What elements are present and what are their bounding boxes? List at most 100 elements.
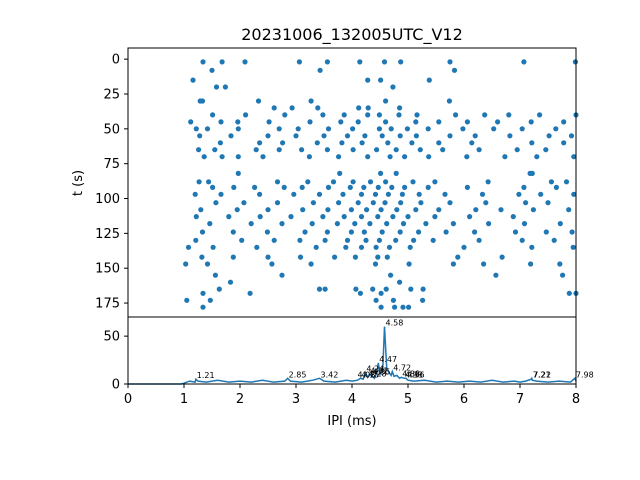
scatter-point bbox=[373, 244, 379, 250]
ipi-x-tick-label: 7 bbox=[516, 392, 524, 407]
scatter-point bbox=[358, 191, 365, 197]
ipi-peak-label: 4.47 bbox=[379, 355, 397, 364]
ipi-peak-label: 4.31 bbox=[370, 366, 388, 375]
scatter-y-tick-label: 125 bbox=[95, 227, 120, 242]
scatter-y-label: t (s) bbox=[71, 170, 86, 196]
scatter-point bbox=[406, 261, 412, 267]
ipi-peak-label: 4.96 bbox=[407, 370, 425, 379]
scatter-point bbox=[337, 170, 343, 176]
scatter-point bbox=[396, 112, 402, 118]
scatter-point bbox=[352, 254, 358, 260]
scatter-y-tick-label: 150 bbox=[95, 262, 120, 277]
scatter-point bbox=[375, 254, 381, 260]
scatter-point bbox=[325, 184, 332, 190]
scatter-y-tick-label: 25 bbox=[103, 87, 120, 102]
scatter-point bbox=[207, 221, 213, 227]
ipi-peak-labels: 1.21 2.85 3.42 4.084.154.244.284.314.35 4.47… bbox=[197, 319, 594, 381]
scatter-y-tick-label: 50 bbox=[103, 122, 120, 137]
scatter-point bbox=[217, 140, 223, 146]
scatter-point bbox=[193, 126, 199, 132]
scatter-point bbox=[402, 154, 408, 160]
scatter-point bbox=[557, 261, 563, 267]
scatter-point bbox=[252, 184, 258, 190]
scatter-point bbox=[184, 297, 190, 303]
scatter-point bbox=[543, 229, 549, 235]
scatter-point bbox=[516, 191, 522, 197]
scatter-point bbox=[199, 229, 206, 235]
scatter-point bbox=[330, 179, 337, 185]
scatter-point bbox=[384, 221, 390, 227]
scatter-point bbox=[364, 207, 370, 213]
scatter-point bbox=[338, 119, 344, 125]
scatter-y-tick-label: 175 bbox=[95, 297, 120, 312]
scatter-point bbox=[321, 133, 327, 139]
scatter-point bbox=[570, 244, 576, 250]
scatter-point bbox=[227, 279, 234, 285]
ipi-y-ticks: 0 50 bbox=[103, 330, 128, 393]
scatter-point bbox=[372, 191, 379, 197]
scatter-point bbox=[512, 229, 519, 235]
scatter-point bbox=[529, 170, 535, 176]
scatter-point bbox=[362, 133, 368, 139]
scatter-point bbox=[201, 154, 207, 160]
scatter-point bbox=[553, 184, 560, 190]
scatter-point bbox=[472, 133, 478, 139]
scatter-point bbox=[548, 179, 555, 185]
scatter-point bbox=[413, 133, 419, 139]
scatter-point bbox=[491, 126, 497, 132]
scatter-point bbox=[543, 147, 549, 153]
scatter-point bbox=[432, 214, 438, 220]
scatter-point bbox=[450, 221, 456, 227]
scatter-point bbox=[213, 84, 220, 90]
scatter-point bbox=[381, 59, 388, 65]
scatter-point bbox=[322, 286, 328, 292]
scatter-point bbox=[196, 179, 202, 185]
scatter-point bbox=[248, 221, 254, 227]
scatter-point bbox=[310, 200, 316, 206]
scatter-point bbox=[320, 214, 326, 220]
scatter-point bbox=[183, 261, 189, 267]
scatter-point bbox=[546, 133, 552, 139]
scatter-point bbox=[361, 184, 367, 190]
scatter-point bbox=[228, 133, 234, 139]
scatter-point bbox=[528, 119, 534, 125]
scatter-point bbox=[390, 297, 396, 303]
scatter-point bbox=[299, 147, 305, 153]
scatter-point bbox=[409, 140, 415, 146]
scatter-point bbox=[216, 286, 222, 292]
scatter-point bbox=[322, 237, 328, 243]
scatter-point bbox=[390, 214, 396, 220]
scatter-point bbox=[393, 237, 399, 243]
scatter-point bbox=[336, 154, 342, 160]
scatter-point bbox=[378, 304, 384, 310]
scatter-point bbox=[447, 59, 453, 65]
scatter-point bbox=[383, 98, 389, 104]
ipi-peak-label: 4.72 bbox=[393, 364, 411, 373]
scatter-point bbox=[476, 237, 482, 243]
scatter-point bbox=[482, 112, 488, 118]
ipi-peak-label: 7.98 bbox=[576, 370, 594, 379]
scatter-point bbox=[372, 261, 379, 267]
scatter-point bbox=[569, 229, 575, 235]
scatter-point bbox=[375, 214, 381, 220]
scatter-point bbox=[264, 229, 270, 235]
scatter-point bbox=[212, 272, 218, 278]
ipi-x-tick-label: 8 bbox=[572, 392, 580, 407]
scatter-point bbox=[340, 191, 346, 197]
scatter-point bbox=[397, 133, 403, 139]
scatter-point bbox=[566, 207, 572, 213]
ipi-panel: 1.21 2.85 3.42 4.084.154.244.284.314.35 4.47… bbox=[103, 316, 594, 429]
scatter-point bbox=[413, 119, 419, 125]
scatter-points bbox=[183, 59, 579, 310]
scatter-point bbox=[218, 119, 224, 125]
scatter-point bbox=[506, 112, 512, 118]
ipi-x-tick-label: 0 bbox=[124, 392, 132, 407]
scatter-point bbox=[529, 140, 535, 146]
scatter-point bbox=[361, 229, 367, 235]
scatter-point bbox=[383, 119, 389, 125]
scatter-point bbox=[230, 254, 236, 260]
scatter-point bbox=[447, 200, 453, 206]
scatter-point bbox=[253, 147, 259, 153]
scatter-point bbox=[193, 237, 199, 243]
scatter-point bbox=[472, 229, 478, 235]
